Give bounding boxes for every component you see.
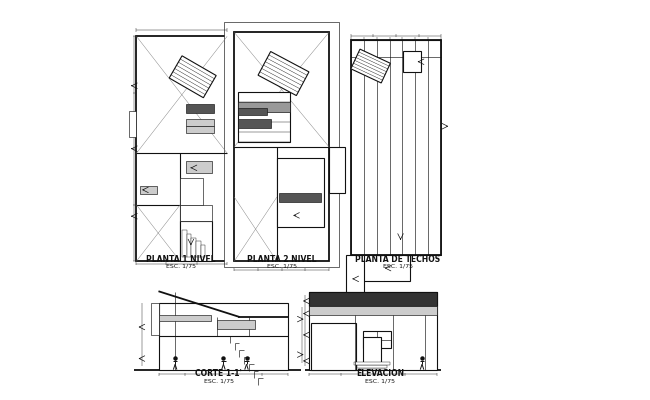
Text: PLANTA 1 NIVEL: PLANTA 1 NIVEL: [146, 255, 216, 264]
Bar: [140, 186, 157, 194]
Bar: [359, 255, 410, 281]
Bar: [359, 368, 385, 370]
Bar: [187, 161, 212, 174]
Bar: [182, 230, 187, 257]
Bar: [180, 205, 212, 221]
Bar: [346, 255, 364, 302]
Bar: [279, 192, 321, 202]
Text: ELEVACION: ELEVACION: [356, 369, 404, 378]
Bar: [350, 40, 441, 255]
Bar: [201, 246, 205, 257]
Bar: [238, 108, 266, 115]
Bar: [329, 147, 344, 192]
Polygon shape: [169, 56, 216, 98]
Bar: [277, 158, 324, 227]
Polygon shape: [258, 52, 309, 96]
Bar: [217, 320, 255, 329]
Bar: [403, 51, 421, 72]
Bar: [196, 242, 201, 257]
Text: ESC. 1/75: ESC. 1/75: [266, 264, 296, 269]
Bar: [238, 92, 291, 142]
Bar: [357, 365, 387, 368]
Text: PLANTA DE TECHOS: PLANTA DE TECHOS: [356, 255, 441, 264]
Bar: [151, 303, 159, 335]
Bar: [187, 120, 214, 126]
Bar: [187, 234, 191, 257]
Bar: [180, 221, 212, 261]
Bar: [234, 32, 329, 261]
Bar: [238, 119, 271, 128]
Text: ESC. 1/75: ESC. 1/75: [365, 378, 395, 383]
Bar: [309, 292, 437, 370]
Bar: [224, 22, 339, 267]
Bar: [191, 238, 196, 257]
Text: ESC. 1/75: ESC. 1/75: [203, 378, 233, 383]
Bar: [159, 315, 211, 322]
Bar: [159, 303, 287, 370]
Polygon shape: [351, 49, 391, 83]
Bar: [363, 337, 381, 370]
Bar: [309, 306, 437, 315]
Bar: [129, 110, 136, 138]
Bar: [187, 104, 214, 113]
Bar: [354, 362, 389, 365]
Bar: [363, 331, 391, 348]
Text: CORTE 1-1': CORTE 1-1': [195, 369, 242, 378]
Text: ESC. 1/75: ESC. 1/75: [383, 264, 413, 269]
Bar: [238, 102, 291, 112]
Text: PLANTA 2 NIVEL: PLANTA 2 NIVEL: [247, 255, 317, 264]
Bar: [136, 36, 228, 261]
Bar: [309, 292, 437, 306]
Bar: [187, 126, 214, 133]
Text: ESC. 1/75: ESC. 1/75: [166, 264, 196, 269]
Bar: [180, 178, 203, 205]
Bar: [311, 323, 356, 370]
